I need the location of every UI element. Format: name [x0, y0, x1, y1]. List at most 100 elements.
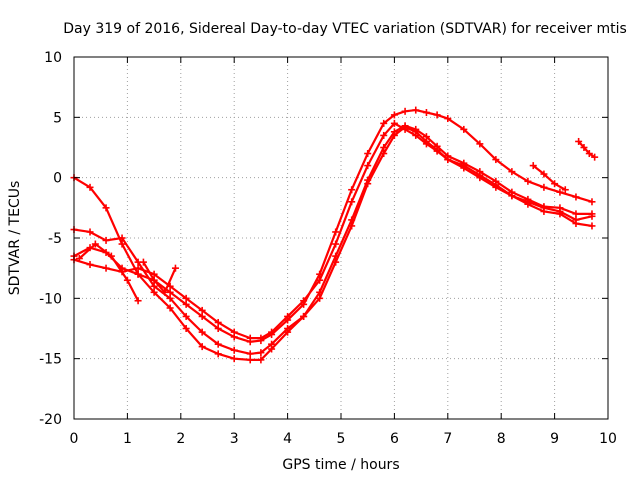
data-point [134, 264, 142, 272]
data-point [86, 183, 94, 191]
data-point [588, 212, 596, 220]
data-point [150, 276, 158, 284]
data-point [91, 240, 99, 248]
data-point [524, 177, 532, 185]
data-point [150, 282, 158, 290]
data-point [198, 343, 206, 351]
data-point [380, 119, 388, 127]
x-tick-label: 10 [599, 431, 617, 447]
data-point [300, 312, 308, 320]
y-tick-label: -20 [39, 412, 62, 428]
data-point [316, 276, 324, 284]
data-point [412, 106, 420, 114]
x-tick-label: 0 [70, 431, 79, 447]
series-track-1 [70, 122, 596, 364]
data-point [561, 186, 569, 194]
data-point [166, 294, 174, 302]
data-point [508, 192, 516, 200]
data-point [364, 150, 372, 158]
data-point [588, 198, 596, 206]
data-point [284, 312, 292, 320]
data-point [246, 356, 254, 364]
series-trace [142, 261, 177, 294]
data-point [107, 252, 115, 260]
data-point [182, 312, 190, 320]
data-point [134, 297, 142, 305]
data-point [380, 150, 388, 158]
y-tick-labels: 10 5 0 -5 -10 -15 -20 [39, 50, 62, 428]
x-tick-label: 5 [337, 431, 346, 447]
data-point [364, 180, 372, 188]
data-point [444, 156, 452, 164]
data-point [551, 180, 559, 188]
data-point [556, 207, 564, 215]
y-tick-label: 0 [53, 171, 62, 187]
data-layer [70, 106, 599, 364]
data-point [390, 111, 398, 119]
data-point [316, 294, 324, 302]
data-point [214, 340, 222, 348]
y-axis-label: SDTVAR / TECUs [7, 181, 23, 296]
data-point [572, 216, 580, 224]
x-tick-label: 4 [283, 431, 292, 447]
data-point [198, 306, 206, 314]
data-point [390, 119, 398, 127]
data-point [585, 150, 593, 158]
data-point [230, 355, 238, 363]
data-point [284, 325, 292, 332]
data-point [422, 140, 430, 148]
data-point [460, 125, 468, 133]
data-point [161, 288, 169, 296]
data-point [150, 288, 158, 296]
data-point [118, 240, 126, 248]
data-point [139, 258, 147, 266]
data-point [575, 137, 583, 145]
data-point [268, 340, 276, 348]
data-point [118, 234, 126, 242]
data-point [444, 115, 452, 123]
data-point [572, 210, 580, 218]
data-point [102, 236, 110, 244]
series-trace [532, 164, 567, 191]
data-point [540, 170, 548, 178]
data-point [332, 240, 340, 248]
x-tick-label: 8 [497, 431, 506, 447]
data-point [300, 297, 308, 305]
axis-ticks [73, 56, 609, 420]
series-trace [577, 140, 596, 159]
data-point [214, 318, 222, 326]
data-point [556, 188, 564, 196]
data-point [257, 349, 265, 357]
data-point [214, 350, 222, 358]
data-point [508, 168, 516, 176]
data-point [246, 350, 254, 358]
series-track-5 [75, 240, 142, 305]
data-point [123, 276, 131, 284]
data-point [134, 270, 142, 278]
x-tick-label: 3 [230, 431, 239, 447]
data-point [401, 107, 409, 115]
y-tick-label: -10 [39, 291, 62, 307]
data-point [540, 204, 548, 212]
data-point [230, 328, 238, 336]
data-point [214, 325, 222, 332]
data-point [524, 198, 532, 206]
x-tick-labels: 0 1 2 3 4 5 6 7 8 9 10 [70, 431, 617, 447]
y-tick-label: -5 [48, 231, 62, 247]
data-point [540, 183, 548, 191]
data-point [198, 328, 206, 336]
x-tick-label: 6 [390, 431, 399, 447]
data-point [198, 312, 206, 320]
data-point [86, 261, 94, 269]
data-point [102, 264, 110, 272]
x-tick-label: 1 [123, 431, 132, 447]
data-point [332, 228, 340, 236]
data-point [380, 131, 388, 139]
data-point [364, 162, 372, 170]
chart-title: Day 319 of 2016, Sidereal Day-to-day VTE… [63, 21, 627, 37]
data-point [492, 156, 500, 164]
data-point [580, 144, 588, 151]
data-point [348, 198, 356, 206]
data-point [257, 334, 265, 342]
